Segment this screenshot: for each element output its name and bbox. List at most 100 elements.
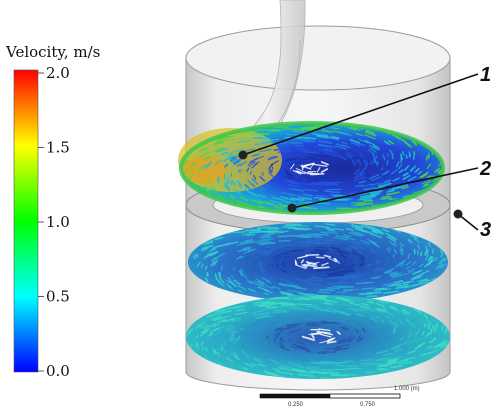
velocity-vector: [378, 307, 388, 313]
velocity-vector: [274, 330, 282, 336]
velocity-vector: [253, 357, 263, 363]
velocity-vector: [387, 283, 402, 288]
velocity-vector: [434, 325, 437, 332]
velocity-vector: [378, 230, 385, 234]
velocity-vector: [293, 298, 311, 301]
velocity-vector: [333, 236, 348, 241]
velocity-vector: [214, 330, 223, 337]
velocity-vector: [206, 313, 217, 318]
velocity-vector: [269, 199, 283, 205]
velocity-vector: [229, 351, 235, 358]
velocity-vector: [333, 257, 338, 263]
velocity-vector: [264, 253, 271, 257]
velocity-vector: [386, 236, 396, 242]
velocity-vector: [196, 261, 201, 268]
velocity-vector: [402, 340, 409, 346]
velocity-vector: [284, 175, 291, 180]
velocity-vector: [355, 159, 359, 164]
velocity-vector: [405, 260, 412, 266]
velocity-vector: [212, 141, 224, 146]
velocity-vector: [320, 320, 332, 324]
velocity-vector: [256, 230, 269, 233]
velocity-vector: [239, 130, 255, 134]
velocity-vector: [236, 230, 246, 234]
velocity-vector: [261, 238, 274, 241]
velocity-vector: [409, 233, 418, 240]
legend-color-bar: [13, 69, 39, 373]
velocity-vector: [321, 177, 332, 180]
velocity-vector: [365, 159, 368, 166]
velocity-vector: [429, 255, 433, 260]
velocity-vector: [335, 265, 347, 270]
velocity-vector: [334, 257, 340, 264]
velocity-vector: [280, 316, 296, 319]
velocity-vector: [377, 299, 389, 304]
velocity-vector: [210, 260, 216, 267]
velocity-vector: [386, 153, 390, 158]
velocity-vector: [352, 159, 356, 166]
velocity-vector: [250, 320, 265, 326]
velocity-vector: [236, 241, 251, 246]
velocity-vector: [239, 160, 247, 167]
velocity-vector: [198, 163, 206, 171]
velocity-vector: [414, 238, 420, 243]
velocity-vector: [217, 253, 224, 258]
velocity-vector: [227, 277, 231, 281]
velocity-vector: [350, 126, 358, 130]
velocity-vector: [339, 311, 351, 316]
velocity-vector: [263, 292, 270, 296]
velocity-vector: [218, 277, 225, 284]
velocity-vector: [367, 300, 375, 304]
velocity-vector: [257, 189, 264, 193]
velocity-vector: [381, 338, 386, 342]
velocity-vector: [214, 309, 225, 314]
velocity-vector: [244, 188, 254, 195]
velocity-vector: [390, 344, 402, 350]
velocity-vector: [300, 174, 317, 177]
velocity-vector: [259, 239, 271, 242]
velocity-vector: [257, 227, 270, 230]
velocity-vector: [216, 351, 220, 357]
velocity-vector: [413, 338, 419, 343]
velocity-vector: [236, 335, 241, 341]
velocity-vector: [291, 357, 301, 361]
velocity-vector: [204, 328, 210, 333]
velocity-vector: [358, 307, 368, 312]
velocity-vector: [388, 139, 394, 145]
velocity-vector: [428, 349, 439, 354]
velocity-vector: [215, 277, 221, 284]
velocity-vector: [408, 143, 413, 149]
velocity-vector: [274, 256, 282, 262]
velocity-vector: [234, 352, 240, 358]
velocity-vector: [407, 267, 416, 273]
velocity-vector: [329, 315, 339, 318]
velocity-vector: [380, 319, 385, 324]
velocity-vector: [414, 273, 425, 278]
velocity-vector: [395, 261, 403, 268]
velocity-vector: [261, 140, 274, 143]
velocity-vector: [327, 313, 337, 317]
velocity-vector: [335, 171, 345, 176]
velocity-vector: [339, 254, 349, 261]
velocity-vector: [224, 325, 234, 330]
velocity-vector: [303, 263, 318, 268]
velocity-vector: [275, 327, 283, 331]
legend-tick-label: 0.5: [46, 288, 70, 306]
velocity-vector: [293, 224, 310, 227]
velocity-vector: [311, 163, 328, 167]
velocity-vector: [251, 162, 259, 169]
velocity-vector: [419, 337, 424, 342]
velocity-vector: [239, 168, 243, 173]
velocity-vector: [190, 343, 193, 349]
velocity-vector: [328, 231, 339, 235]
velocity-vector: [288, 338, 292, 343]
velocity-vector: [264, 261, 268, 267]
velocity-vector: [323, 154, 334, 159]
velocity-vector: [332, 321, 341, 325]
velocity-vector: [328, 136, 339, 140]
velocity-vector: [369, 190, 383, 195]
velocity-vector: [255, 278, 265, 284]
velocity-vector: [310, 295, 327, 299]
velocity-vector: [371, 229, 384, 235]
